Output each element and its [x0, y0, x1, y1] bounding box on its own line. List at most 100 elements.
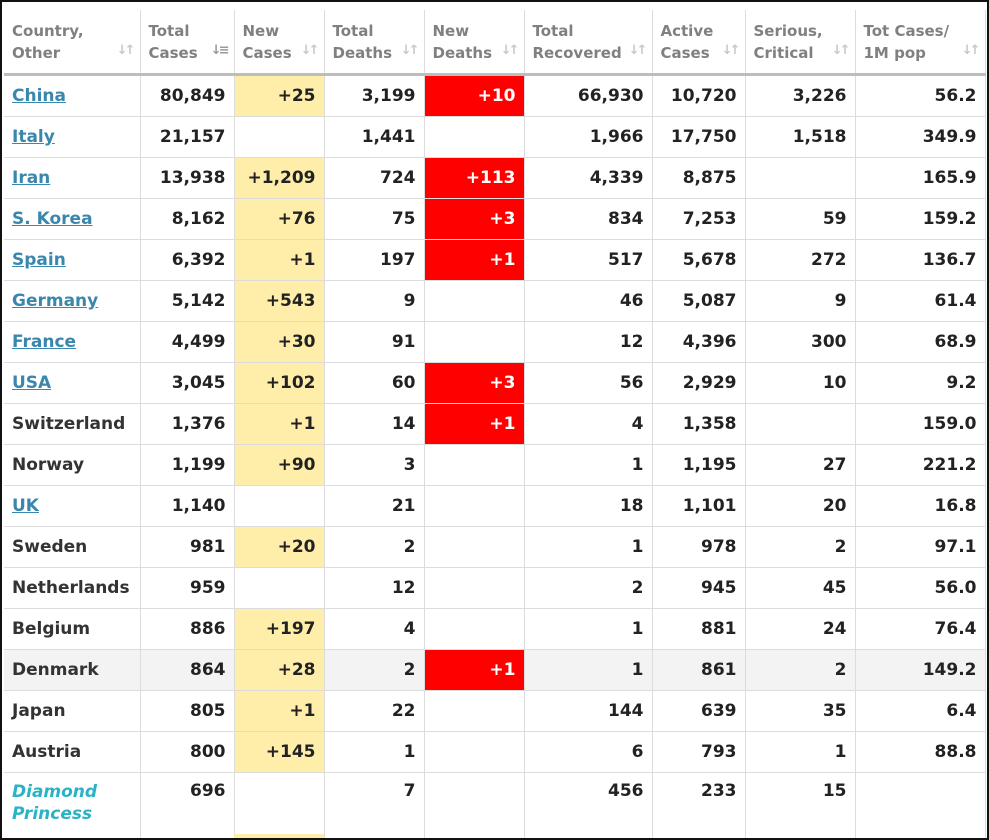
table-row[interactable]: Netherlands 959 12 2 945 45 56.0	[4, 567, 986, 609]
country-cell: Italy	[4, 116, 141, 158]
active-cases-cell: 5,678	[652, 239, 746, 281]
table-row[interactable]: Sweden 981 +20 2 1 978 2 97.1	[4, 526, 986, 568]
new-deaths-cell	[424, 772, 525, 838]
active-cases-cell: 861	[652, 649, 746, 691]
country-link[interactable]: S. Korea	[12, 209, 93, 229]
country-cell: Denmark	[4, 649, 141, 691]
total-deaths-cell: 14	[324, 403, 425, 445]
country-cell: Sweden	[4, 526, 141, 568]
active-cases-cell: 1,101	[652, 485, 746, 527]
header-total-cases[interactable]: Total Cases ↓≡	[140, 10, 235, 76]
header-cases-per-million[interactable]: Tot Cases/ 1M pop ↓↑	[855, 10, 986, 76]
cases-per-million-cell: 149.2	[855, 649, 986, 691]
sort-arrows-icon[interactable]: ↓↑	[628, 43, 648, 58]
header-new-cases[interactable]: New Cases ↓↑	[234, 10, 325, 76]
table-row[interactable]: S. Korea 8,162 +76 75 +3 834 7,253 59 159.2	[4, 198, 986, 240]
active-cases-cell: 5,087	[652, 280, 746, 322]
table-row[interactable]: USA 3,045 +102 60 +3 56 2,929 10 9.2	[4, 362, 986, 404]
country-name: Belgium	[12, 619, 91, 639]
new-deaths-cell: +113	[424, 157, 525, 199]
new-cases-cell	[234, 772, 325, 838]
country-link[interactable]: Iran	[12, 168, 51, 188]
active-cases-cell: 639	[652, 690, 746, 732]
table-row[interactable]: China 80,849 +25 3,199 +10 66,930 10,720 3,226 5…	[4, 74, 986, 117]
serious-critical-cell: 9	[745, 280, 856, 322]
active-cases-cell: 8,875	[652, 157, 746, 199]
table-row[interactable]: Iran 13,938 +1,209 724 +113 4,339 8,875 165.9	[4, 157, 986, 199]
total-cases-cell: 6,392	[140, 239, 235, 281]
total-recovered-cell: 834	[524, 198, 653, 240]
country-link[interactable]: China	[12, 86, 66, 106]
header-label: Total Deaths	[332, 21, 393, 62]
country-link[interactable]: USA	[12, 373, 52, 393]
new-cases-cell: +76	[234, 198, 325, 240]
header-total-deaths[interactable]: Total Deaths ↓↑	[324, 10, 425, 76]
country-cell: China	[4, 74, 141, 117]
country-name: Denmark	[12, 660, 99, 680]
cases-per-million-cell: 61.4	[855, 280, 986, 322]
header-serious-critical[interactable]: Serious, Critical ↓↑	[745, 10, 856, 76]
sort-arrows-icon[interactable]: ↓↑	[961, 43, 981, 58]
sort-arrows-icon[interactable]: ↓≡	[210, 43, 230, 58]
header-total-recovered[interactable]: Total Recovered ↓↑	[524, 10, 653, 76]
cases-per-million-cell	[855, 772, 986, 838]
table-row[interactable]: Germany 5,142 +543 9 46 5,087 9 61.4	[4, 280, 986, 322]
sort-arrows-icon[interactable]: ↓↑	[116, 43, 136, 58]
table-row[interactable]: France 4,499 +30 91 12 4,396 300 68.9	[4, 321, 986, 363]
sort-arrows-icon[interactable]: ↓↑	[831, 43, 851, 58]
table-row[interactable]: Denmark 864 +28 2 +1 1 861 2 149.2	[4, 649, 986, 691]
header-label: Tot Cases/ 1M pop	[863, 21, 950, 62]
serious-critical-cell: 24	[745, 608, 856, 650]
active-cases-cell: 1,358	[652, 403, 746, 445]
country-link[interactable]: UK	[12, 496, 39, 516]
new-cases-cell: +28	[234, 649, 325, 691]
serious-critical-cell: 15	[745, 772, 856, 838]
country-link[interactable]: Spain	[12, 250, 66, 270]
table-row[interactable]: Diamond Princess 696 7 456 233 15	[4, 772, 986, 838]
total-deaths-cell: 12	[324, 567, 425, 609]
table-row[interactable]: Japan 805 +1 22 144 639 35 6.4	[4, 690, 986, 732]
total-deaths-cell: 3,199	[324, 74, 425, 117]
new-deaths-cell: +1	[424, 239, 525, 281]
table-row[interactable]: UK 1,140 21 18 1,101 20 16.8	[4, 485, 986, 527]
country-cell: Netherlands	[4, 567, 141, 609]
header-label: Total Recovered	[532, 21, 622, 62]
table-row[interactable]: Switzerland 1,376 +1 14 +1 4 1,358 159.0	[4, 403, 986, 445]
total-cases-cell: 1,376	[140, 403, 235, 445]
total-recovered-cell: 456	[524, 772, 653, 838]
country-link[interactable]: Italy	[12, 127, 55, 147]
header-new-deaths[interactable]: New Deaths ↓↑	[424, 10, 525, 76]
new-deaths-cell: +1	[424, 649, 525, 691]
active-cases-cell: 233	[652, 772, 746, 838]
sort-arrows-icon[interactable]: ↓↑	[500, 43, 520, 58]
cases-per-million-cell: 136.7	[855, 239, 986, 281]
sort-arrows-icon[interactable]: ↓↑	[300, 43, 320, 58]
sort-arrows-icon[interactable]: ↓↑	[400, 43, 420, 58]
table-row[interactable]: Belgium 886 +197 4 1 881 24 76.4	[4, 608, 986, 650]
table-row[interactable]: Spain 6,392 +1 197 +1 517 5,678 272 136.7	[4, 239, 986, 281]
country-link[interactable]: Germany	[12, 291, 99, 311]
active-cases-cell: 978	[652, 526, 746, 568]
country-name: Norway	[12, 455, 85, 475]
table-row[interactable]: Norway 1,199 +90 3 1 1,195 27 221.2	[4, 444, 986, 486]
active-cases-cell: 945	[652, 567, 746, 609]
active-cases-cell: 1,195	[652, 444, 746, 486]
total-cases-cell: 959	[140, 567, 235, 609]
total-cases-cell: 800	[140, 731, 235, 773]
country-name: Netherlands	[12, 578, 130, 598]
new-deaths-cell	[424, 321, 525, 363]
new-cases-cell	[234, 567, 325, 609]
sort-arrows-icon[interactable]: ↓↑	[721, 43, 741, 58]
header-country[interactable]: Country, Other ↓↑	[4, 10, 141, 76]
new-deaths-cell	[424, 731, 525, 773]
total-cases-cell: 8,162	[140, 198, 235, 240]
total-recovered-cell: 2	[524, 567, 653, 609]
table-row[interactable]: Italy 21,157 1,441 1,966 17,750 1,518 349.9	[4, 116, 986, 158]
total-recovered-cell: 1,966	[524, 116, 653, 158]
header-active-cases[interactable]: Active Cases ↓↑	[652, 10, 746, 76]
table-row[interactable]: Austria 800 +145 1 6 793 1 88.8	[4, 731, 986, 773]
country-link[interactable]: France	[12, 332, 77, 352]
new-cases-cell: +1	[234, 239, 325, 281]
country-cell: Spain	[4, 239, 141, 281]
